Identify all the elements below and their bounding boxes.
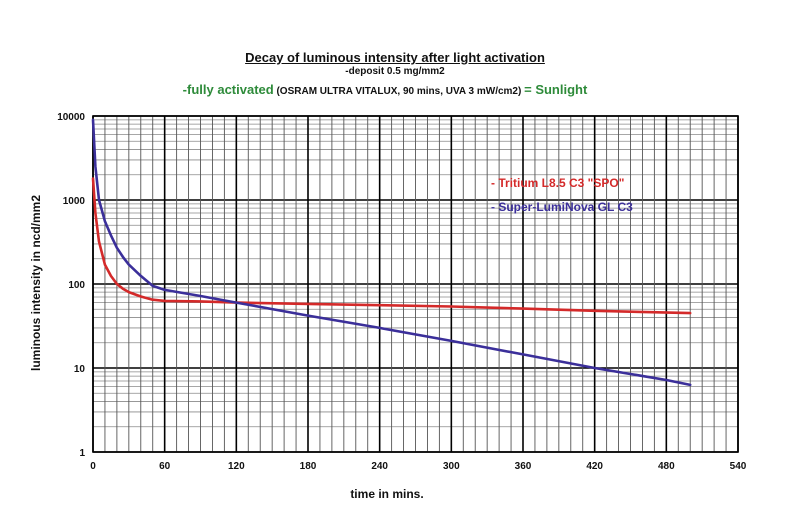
x-tick-label: 240 (371, 461, 388, 472)
plot-area-frame (92, 115, 739, 453)
x-tick-label: 300 (443, 461, 460, 472)
legend-entry-tritium: - Tritium L8.5 C3 "SPO" (491, 176, 624, 190)
series-line-superluminova (91, 118, 692, 387)
y-tick-label: 10000 (57, 112, 85, 123)
condition-detail: (OSRAM ULTRA VITALUX, 90 mins, UVA 3 mW/… (273, 86, 525, 97)
x-tick-label: 420 (586, 461, 603, 472)
legend-entry-superluminova: - Super-LumiNova GL C3 (491, 200, 633, 214)
series-line-tritium (91, 177, 692, 315)
x-tick-label: 60 (159, 461, 171, 472)
y-tick-label: 1 (79, 448, 85, 459)
chart-title-block: Decay of luminous intensity after light … (0, 50, 800, 97)
chart-subtitle: -deposit 0.5 mg/mm2 (345, 66, 445, 77)
y-tick-label: 1000 (63, 196, 86, 207)
condition-suffix: = Sunlight (524, 82, 588, 97)
x-tick-label: 180 (300, 461, 317, 472)
chart-legend: - Tritium L8.5 C3 "SPO" - Super-LumiNova … (491, 176, 633, 214)
y-axis-label: luminous intensity in ncd/mm2 (29, 195, 43, 371)
chart-ticks: 0 60 120 180 240 300 360 420 480 540 1 10 100 1000 100… (57, 112, 747, 472)
x-tick-label: 540 (730, 461, 747, 472)
chart-series (91, 118, 692, 387)
y-tick-label: 10 (74, 364, 86, 375)
chart-title: Decay of luminous intensity after light … (245, 50, 545, 65)
chart-grid (92, 115, 739, 453)
activation-condition: -fully activated (OSRAM ULTRA VITALUX, 9… (0, 82, 800, 97)
condition-prefix: -fully activated (182, 82, 274, 97)
x-tick-label: 360 (515, 461, 532, 472)
x-tick-label: 0 (90, 461, 96, 472)
y-tick-label: 100 (68, 280, 85, 291)
x-axis-label: time in mins. (350, 487, 423, 501)
x-tick-label: 480 (658, 461, 675, 472)
x-tick-label: 120 (228, 461, 245, 472)
